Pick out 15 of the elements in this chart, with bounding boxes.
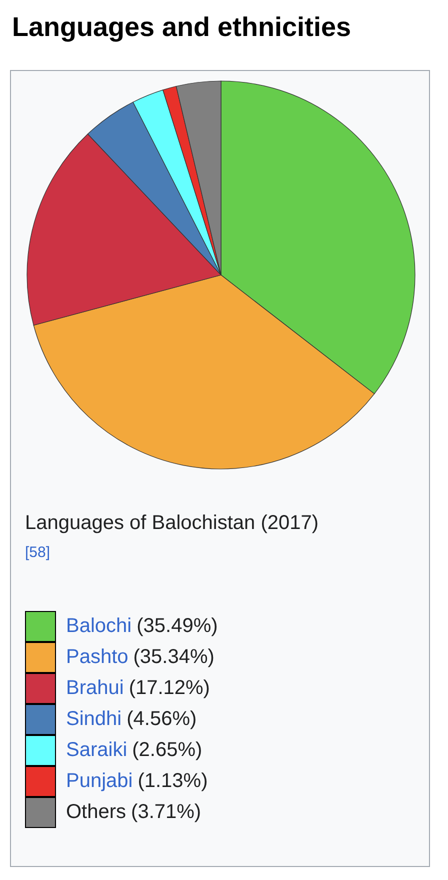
data-label: (4.56%) [126, 708, 197, 731]
legend-label: Balochi [66, 615, 132, 638]
data-label: (3.71%) [131, 801, 202, 824]
legend-label: Punjabi [66, 770, 133, 793]
chart-title: Languages and ethnicities [12, 12, 352, 43]
data-label: (35.34%) [133, 646, 214, 669]
legend-label: Pashto [66, 646, 128, 669]
data-label: (35.49%) [136, 615, 218, 638]
legend-label: Sindhi [66, 708, 122, 731]
data-label: (2.65%) [132, 739, 202, 762]
legend-label: Brahui [66, 677, 124, 700]
data-label: (17.12%) [128, 677, 210, 700]
data-label: (1.13%) [138, 770, 208, 793]
legend-label: Saraiki [66, 739, 128, 762]
legend-label: Others [66, 801, 126, 824]
